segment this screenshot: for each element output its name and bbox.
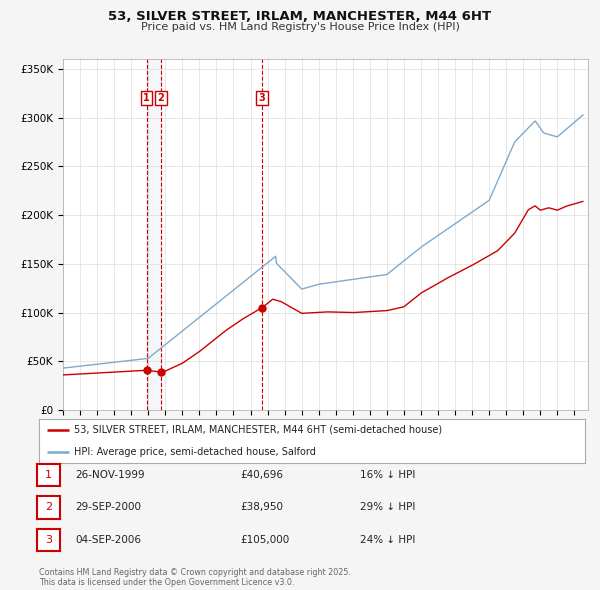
Text: 26-NOV-1999: 26-NOV-1999: [75, 470, 145, 480]
Text: 1: 1: [143, 93, 150, 103]
Text: Price paid vs. HM Land Registry's House Price Index (HPI): Price paid vs. HM Land Registry's House …: [140, 22, 460, 32]
Text: 3: 3: [45, 535, 52, 545]
Text: 3: 3: [259, 93, 265, 103]
Text: 53, SILVER STREET, IRLAM, MANCHESTER, M44 6HT (semi-detached house): 53, SILVER STREET, IRLAM, MANCHESTER, M4…: [74, 425, 443, 435]
Text: £105,000: £105,000: [240, 535, 289, 545]
Text: 2: 2: [158, 93, 164, 103]
Text: 04-SEP-2006: 04-SEP-2006: [75, 535, 141, 545]
Bar: [146, 59, 161, 410]
Text: 16% ↓ HPI: 16% ↓ HPI: [360, 470, 415, 480]
Text: 29-SEP-2000: 29-SEP-2000: [75, 503, 141, 512]
Text: 29% ↓ HPI: 29% ↓ HPI: [360, 503, 415, 512]
Text: Contains HM Land Registry data © Crown copyright and database right 2025.
This d: Contains HM Land Registry data © Crown c…: [39, 568, 351, 587]
Text: HPI: Average price, semi-detached house, Salford: HPI: Average price, semi-detached house,…: [74, 447, 316, 457]
Text: 53, SILVER STREET, IRLAM, MANCHESTER, M44 6HT: 53, SILVER STREET, IRLAM, MANCHESTER, M4…: [109, 10, 491, 23]
Text: 24% ↓ HPI: 24% ↓ HPI: [360, 535, 415, 545]
Text: 1: 1: [45, 470, 52, 480]
Text: £38,950: £38,950: [240, 503, 283, 512]
Text: £40,696: £40,696: [240, 470, 283, 480]
Text: 2: 2: [45, 503, 52, 512]
